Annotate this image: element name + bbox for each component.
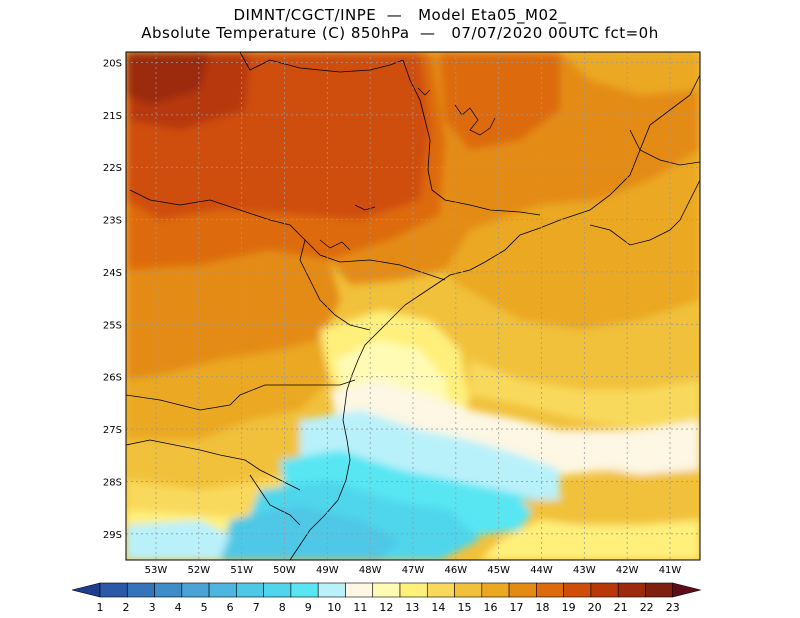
colorbar-swatch xyxy=(536,582,564,598)
latitude-axis: 20S 21S 22S 23S 24S 25S 26S 27S 28S 29S xyxy=(103,58,122,540)
lon-tick-label: 53W xyxy=(145,565,168,576)
lon-tick-label: 47W xyxy=(402,565,425,576)
colorbar-swatch xyxy=(126,582,155,598)
lat-tick-label: 21S xyxy=(103,111,122,122)
colorbar-swatch xyxy=(399,582,428,598)
colorbar-label: 5 xyxy=(201,601,208,614)
colorbar-swatch xyxy=(317,582,346,598)
colorbar-swatch xyxy=(590,582,619,598)
colorbar-swatch xyxy=(426,582,455,598)
lon-tick-label: 49W xyxy=(316,565,339,576)
colorbar-label: 16 xyxy=(483,601,497,614)
colorbar-swatch xyxy=(454,582,483,598)
colorbar-label: 4 xyxy=(175,601,182,614)
colorbar-label: 6 xyxy=(227,601,234,614)
colorbar-label: 18 xyxy=(536,601,550,614)
colorbar-label: 1 xyxy=(97,601,104,614)
lat-tick-label: 26S xyxy=(103,373,122,384)
colorbar-label: 12 xyxy=(379,601,393,614)
lon-tick-label: 43W xyxy=(573,565,596,576)
colorbar-label: 17 xyxy=(510,601,524,614)
colorbar-label: 23 xyxy=(666,601,680,614)
colorbar-swatch xyxy=(290,582,319,598)
map-frame xyxy=(125,51,701,561)
lon-tick-label: 41W xyxy=(659,565,682,576)
lon-tick-label: 52W xyxy=(188,565,211,576)
colorbar-swatch xyxy=(372,582,401,598)
lon-tick-label: 44W xyxy=(530,565,553,576)
lat-tick-label: 23S xyxy=(103,216,122,227)
colorbar-label: 2 xyxy=(123,601,130,614)
lat-tick-label: 28S xyxy=(103,477,122,488)
lon-tick-label: 48W xyxy=(359,565,382,576)
lon-tick-label: 50W xyxy=(273,565,296,576)
colorbar-swatch xyxy=(181,582,210,598)
title-line-2: Absolute Temperature (C) 850hPa — 07/07/… xyxy=(141,24,659,42)
colorbar-label: 9 xyxy=(305,601,312,614)
colorbar-label: 14 xyxy=(431,601,445,614)
colorbar-label: 10 xyxy=(327,601,341,614)
lon-tick-label: 46W xyxy=(445,565,468,576)
colorbar-high-arrow xyxy=(672,582,701,598)
lat-tick-label: 24S xyxy=(103,268,122,279)
colorbar: 1 2 3 4 5 6 7 8 9 10 11 12 13 14 15 16 17 18 19 20 21 22 23 xyxy=(71,582,701,614)
reservoirs xyxy=(319,87,496,251)
lat-tick-label: 22S xyxy=(103,163,122,174)
lat-tick-label: 29S xyxy=(103,530,122,541)
colorbar-swatch xyxy=(99,582,128,598)
lat-tick-label: 20S xyxy=(103,58,122,69)
colorbar-label: 21 xyxy=(614,601,628,614)
colorbar-swatch xyxy=(645,582,674,598)
lat-tick-label: 27S xyxy=(103,425,122,436)
colorbar-label: 22 xyxy=(640,601,654,614)
country-state-borders xyxy=(126,52,700,560)
colorbar-label: 11 xyxy=(353,601,367,614)
colorbar-swatch xyxy=(481,582,510,598)
colorbar-label: 3 xyxy=(149,601,156,614)
colorbar-low-arrow xyxy=(71,582,101,598)
lon-tick-label: 45W xyxy=(487,565,510,576)
colorbar-swatch xyxy=(236,582,264,598)
colorbar-swatch xyxy=(345,582,374,598)
longitude-axis: 53W 52W 51W 50W 49W 48W 47W 46W 45W 44W 43W 42W 41W xyxy=(145,565,682,576)
colorbar-swatch xyxy=(617,582,646,598)
title-line-1: DIMNT/CGCT/INPE — Model Eta05_M02_ xyxy=(233,6,567,24)
temperature-field xyxy=(126,52,700,560)
colorbar-label: 19 xyxy=(562,601,576,614)
colorbar-swatch xyxy=(263,582,292,598)
colorbar-label: 20 xyxy=(588,601,602,614)
lon-tick-label: 51W xyxy=(230,565,253,576)
colorbar-swatch xyxy=(508,582,537,598)
colorbar-label: 13 xyxy=(405,601,419,614)
colorbar-label: 7 xyxy=(253,601,260,614)
colorbar-swatch xyxy=(208,582,237,598)
chart-title: DIMNT/CGCT/INPE — Model Eta05_M02_ Absol… xyxy=(0,6,800,42)
lat-tick-label: 25S xyxy=(103,320,122,331)
lon-tick-label: 42W xyxy=(616,565,639,576)
colorbar-label: 15 xyxy=(457,601,471,614)
colorbar-swatch xyxy=(154,582,183,598)
colorbar-label: 8 xyxy=(279,601,286,614)
colorbar-swatch xyxy=(563,582,592,598)
graticule xyxy=(126,52,700,560)
